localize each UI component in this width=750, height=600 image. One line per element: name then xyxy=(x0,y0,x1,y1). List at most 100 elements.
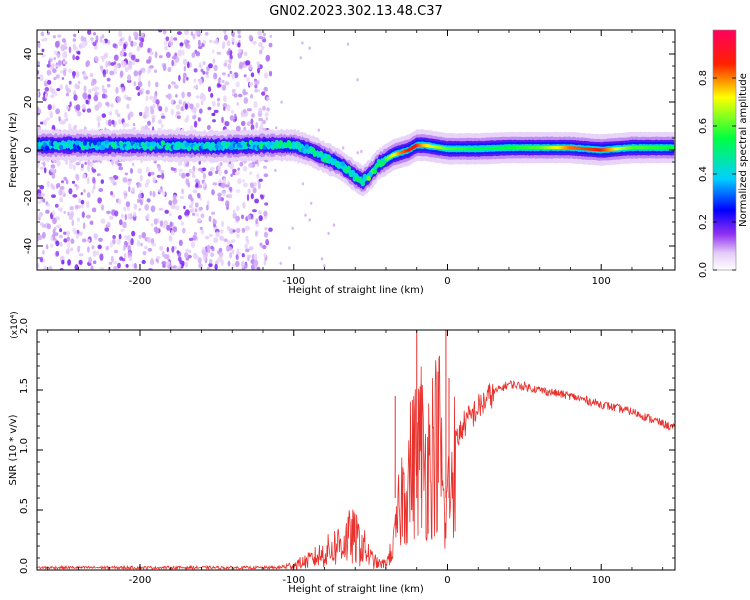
noise-speck xyxy=(133,81,136,87)
noise-speck xyxy=(122,221,127,229)
noise-speck xyxy=(89,72,94,78)
noise-speck xyxy=(248,82,254,87)
noise-speck xyxy=(172,265,178,269)
noise-speck xyxy=(327,231,330,235)
noise-speck xyxy=(164,209,169,214)
noise-speck xyxy=(130,54,136,61)
noise-speck xyxy=(256,160,259,164)
noise-speck xyxy=(109,241,114,248)
noise-speck xyxy=(226,240,232,245)
noise-speck xyxy=(153,218,158,225)
ridge-core xyxy=(58,144,64,150)
noise-speck xyxy=(248,34,253,41)
noise-speck xyxy=(208,262,213,268)
x-tick-label: 100 xyxy=(592,276,611,287)
noise-speck xyxy=(217,192,222,197)
noise-speck xyxy=(224,59,228,64)
noise-speck xyxy=(112,238,116,245)
noise-speck xyxy=(63,231,67,235)
noise-speck xyxy=(155,99,160,105)
ridge-core xyxy=(94,145,100,151)
noise-speck xyxy=(63,238,68,243)
noise-speck xyxy=(207,86,212,93)
noise-speck xyxy=(211,189,215,196)
noise-speck xyxy=(103,73,106,78)
noise-speck xyxy=(320,257,324,261)
ridge-core xyxy=(360,181,365,187)
noise-speck xyxy=(226,50,230,56)
y-tick-label: 20 xyxy=(23,96,34,109)
noise-speck xyxy=(214,263,218,270)
noise-speck xyxy=(88,88,92,94)
noise-speck xyxy=(181,172,186,179)
noise-speck xyxy=(258,36,263,39)
noise-speck xyxy=(91,87,96,92)
noise-speck xyxy=(242,112,246,118)
noise-speck xyxy=(51,88,56,95)
noise-speck xyxy=(268,70,273,77)
noise-speck xyxy=(212,58,216,64)
noise-speck xyxy=(121,213,124,219)
noise-speck xyxy=(243,91,249,95)
noise-speck xyxy=(241,227,246,233)
noise-speck xyxy=(178,51,182,57)
noise-speck xyxy=(206,204,209,211)
noise-speck xyxy=(72,43,77,51)
noise-speck xyxy=(182,76,186,84)
noise-speck xyxy=(258,42,263,47)
noise-speck xyxy=(107,61,112,66)
noise-speck xyxy=(152,117,155,124)
noise-speck xyxy=(219,235,224,241)
noise-speck xyxy=(185,172,190,177)
noise-speck xyxy=(151,114,156,120)
noise-speck xyxy=(52,35,57,39)
noise-speck xyxy=(210,92,214,98)
noise-speck xyxy=(110,62,115,66)
noise-speck xyxy=(55,240,60,247)
noise-speck xyxy=(45,244,49,250)
ridge-core xyxy=(346,165,351,172)
noise-speck xyxy=(118,166,124,171)
noise-speck xyxy=(264,72,269,79)
y-tick-label: 2.0 xyxy=(19,318,30,334)
noise-speck xyxy=(59,207,63,213)
noise-speck xyxy=(221,84,227,91)
noise-speck xyxy=(39,184,45,190)
noise-speck xyxy=(192,234,197,241)
noise-speck xyxy=(161,115,166,119)
noise-speck xyxy=(258,178,263,182)
noise-speck xyxy=(130,40,134,47)
noise-speck xyxy=(112,261,118,265)
noise-speck xyxy=(132,162,135,167)
noise-speck xyxy=(166,51,171,59)
noise-speck xyxy=(192,189,198,194)
noise-speck xyxy=(242,201,246,209)
noise-speck xyxy=(195,30,200,36)
noise-speck xyxy=(105,69,109,74)
noise-speck xyxy=(248,63,253,71)
noise-speck xyxy=(41,54,46,58)
noise-speck xyxy=(116,96,122,103)
noise-speck xyxy=(223,30,227,35)
noise-speck xyxy=(74,204,79,210)
noise-speck xyxy=(112,235,116,239)
noise-speck xyxy=(217,196,222,202)
noise-speck xyxy=(150,205,156,213)
noise-speck xyxy=(206,244,211,250)
noise-speck xyxy=(176,31,182,35)
noise-speck xyxy=(52,68,57,74)
noise-speck xyxy=(164,45,168,51)
noise-speck xyxy=(110,255,114,263)
noise-speck xyxy=(67,259,71,266)
noise-speck xyxy=(131,187,135,193)
noise-speck xyxy=(95,35,99,42)
noise-speck xyxy=(59,186,65,190)
noise-speck xyxy=(139,41,144,48)
snr-multiplier: (x10⁴) xyxy=(10,311,20,338)
noise-speck xyxy=(43,167,47,174)
noise-speck xyxy=(93,96,97,101)
noise-speck xyxy=(231,73,236,80)
noise-speck xyxy=(124,123,130,127)
noise-speck xyxy=(122,122,126,128)
noise-speck xyxy=(121,86,125,93)
